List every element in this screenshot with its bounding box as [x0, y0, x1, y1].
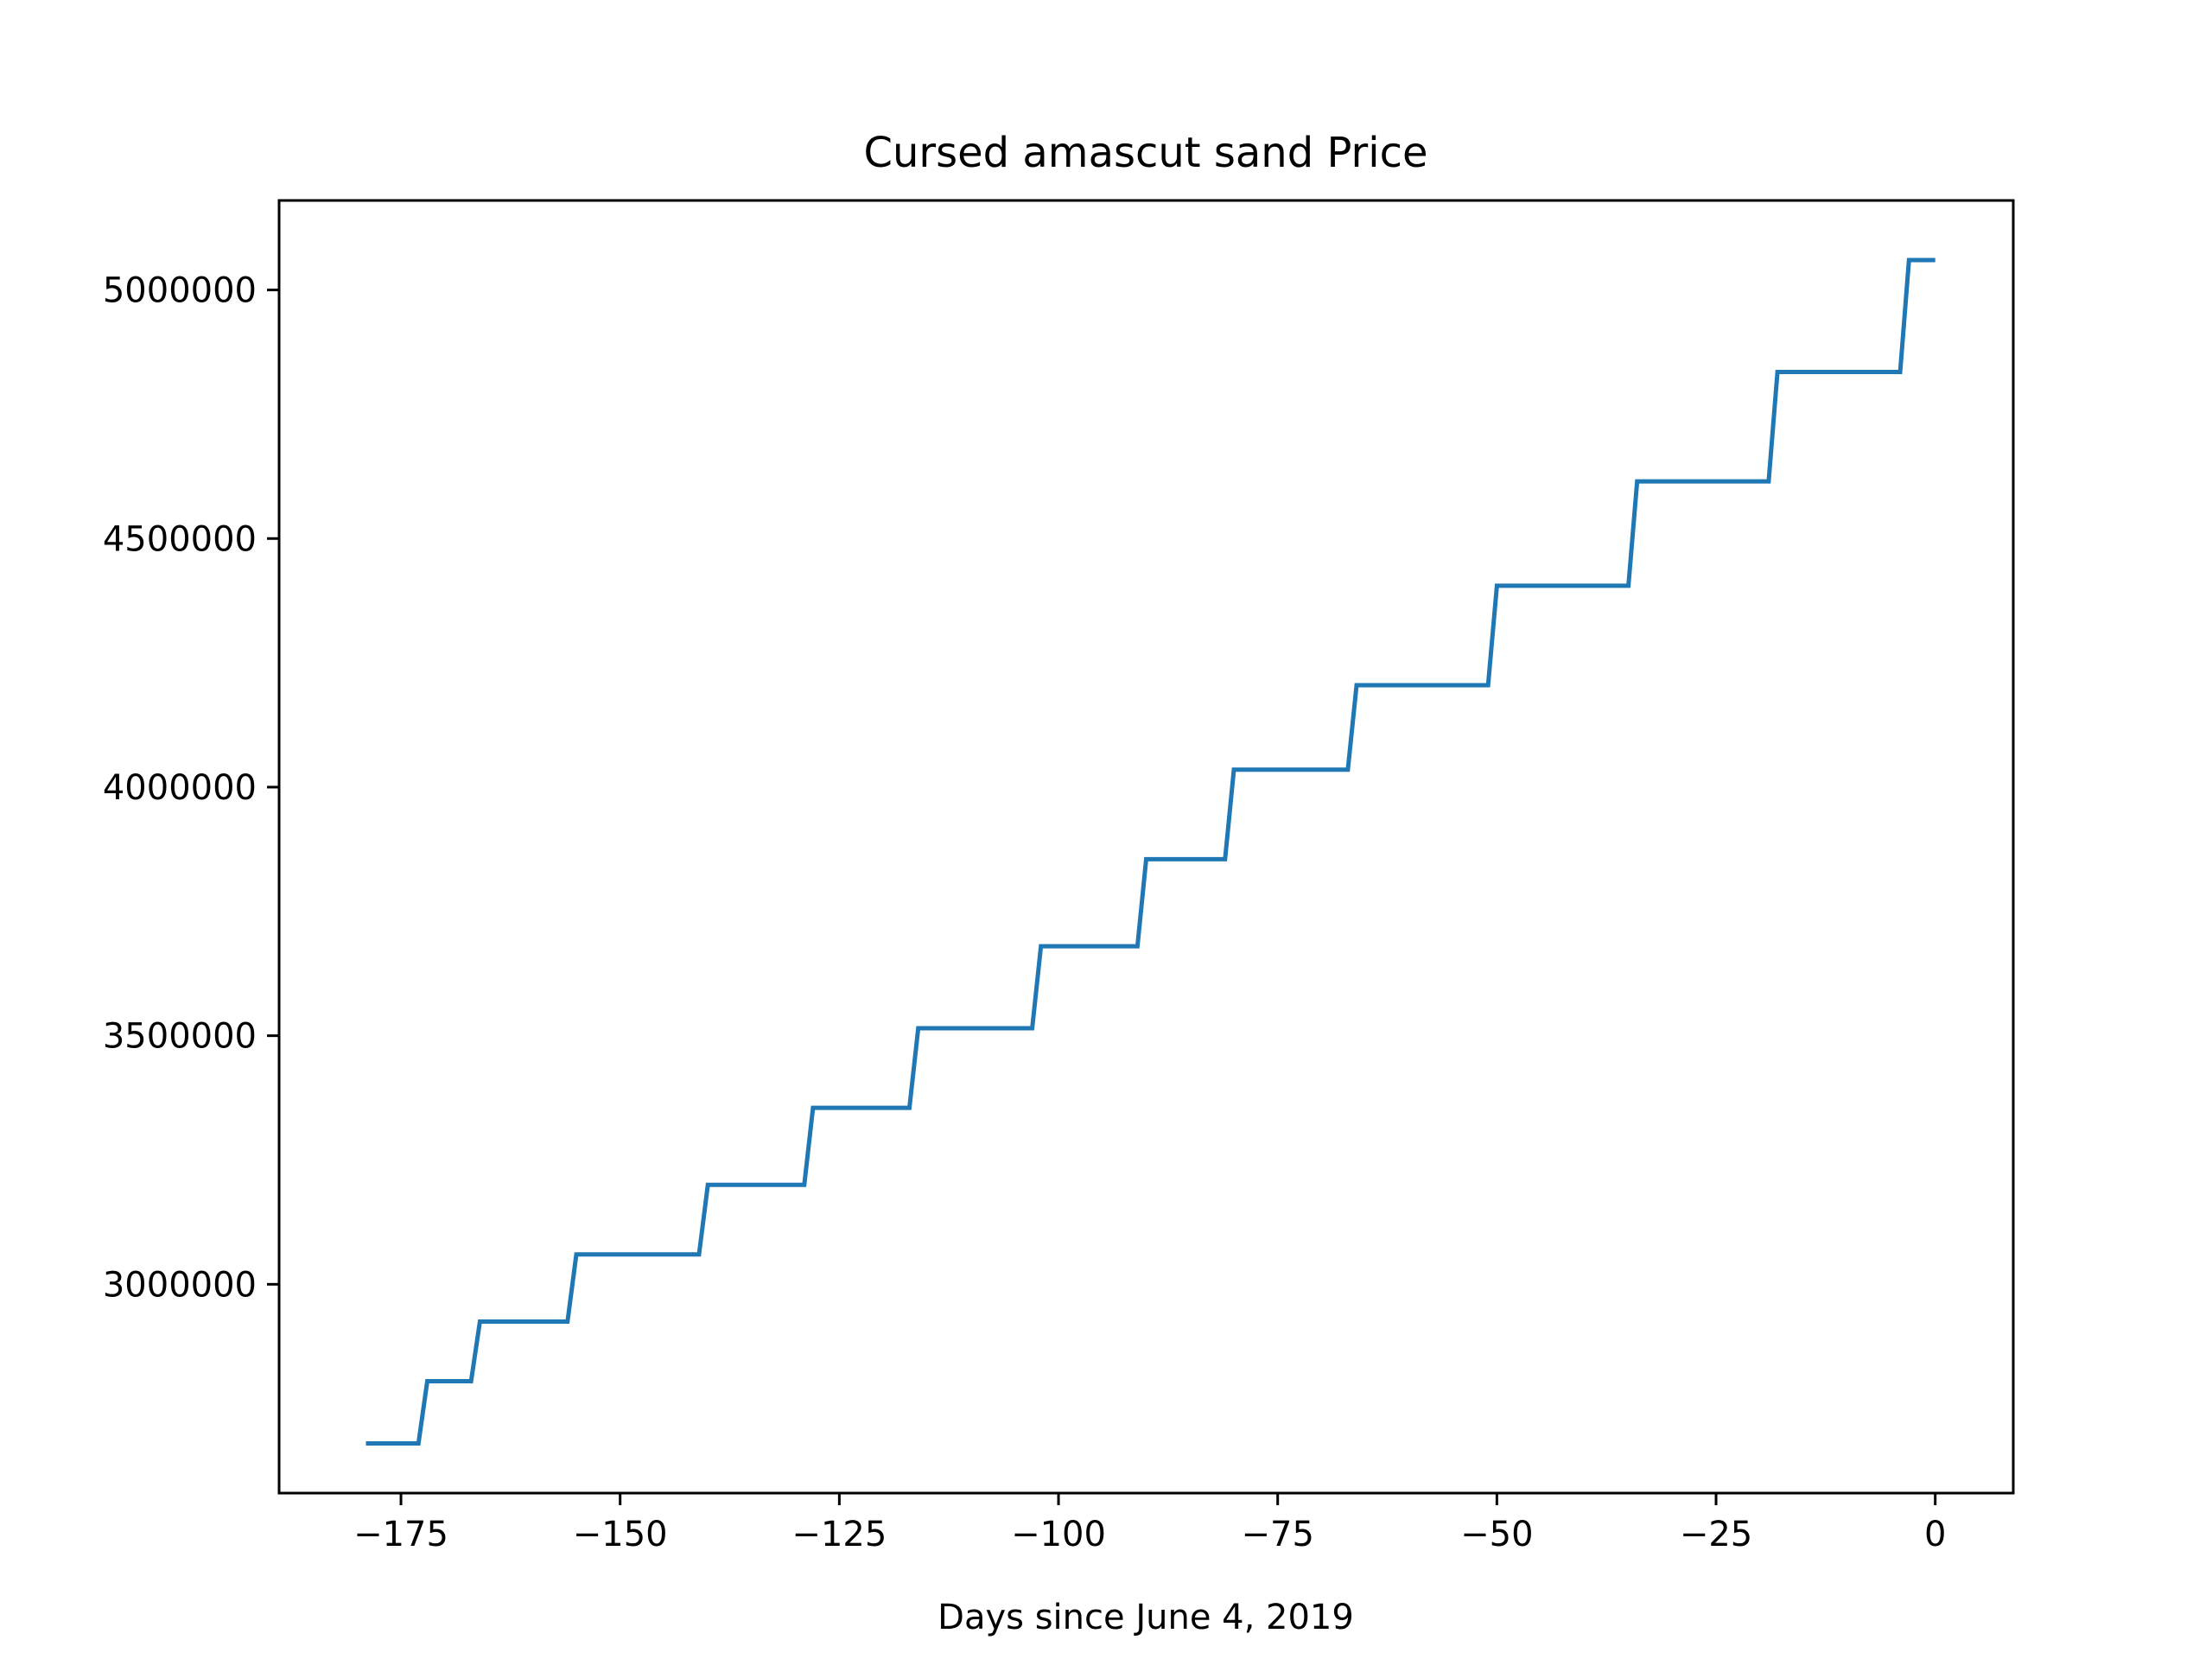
- x-tick-label-5: −50: [1460, 1515, 1533, 1554]
- y-tick-label-1: 3500000: [103, 1017, 257, 1057]
- y-axis: 3000000 3500000 4000000 4500000 5000000: [103, 271, 279, 1305]
- x-tick-label-4: −75: [1241, 1515, 1313, 1554]
- x-tick-label-2: −125: [791, 1515, 887, 1554]
- x-tick-label-1: −150: [573, 1515, 668, 1554]
- y-tick-label-3: 4500000: [103, 519, 257, 559]
- series-line-0: [365, 257, 1936, 1446]
- x-tick-label-3: −100: [1011, 1515, 1106, 1554]
- y-tick-label-0: 3000000: [103, 1265, 257, 1305]
- chart-title: Cursed amascut sand Price: [863, 129, 1427, 177]
- y-tick-label-2: 4000000: [103, 768, 257, 808]
- series-layer: [365, 257, 1936, 1446]
- x-tick-label-7: 0: [1924, 1515, 1946, 1554]
- x-axis: −175 −150 −125 −100 −75 −50 −25 0: [353, 1493, 1946, 1554]
- x-tick-label-6: −25: [1680, 1515, 1752, 1554]
- x-tick-label-0: −175: [353, 1515, 448, 1554]
- x-axis-label: Days since June 4, 2019: [938, 1598, 1354, 1637]
- plot-frame: [277, 199, 2015, 1495]
- y-tick-label-4: 5000000: [103, 271, 257, 311]
